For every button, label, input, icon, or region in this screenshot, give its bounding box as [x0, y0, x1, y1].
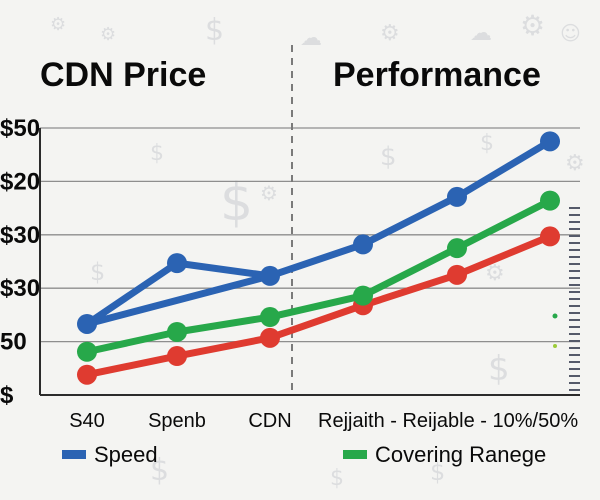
series-lines — [77, 131, 560, 385]
series-line-speed-return — [83, 272, 274, 328]
series-point — [260, 327, 280, 348]
x-tick-label: Rejjaith - Reijable - 10%/50% — [318, 410, 578, 432]
x-tick-label: S40 — [69, 410, 105, 432]
series-point — [540, 226, 560, 247]
background-icon: $ — [330, 466, 344, 491]
series-line-series-2 — [83, 232, 554, 379]
series-point — [77, 313, 97, 334]
y-tick-label: 50 — [0, 329, 27, 356]
background-icon: $ — [220, 173, 253, 233]
background-icon: ⚙ — [50, 14, 66, 35]
series-point — [353, 234, 373, 255]
series-line-series-1 — [83, 197, 554, 356]
series-point — [447, 186, 467, 207]
side-dot — [553, 344, 557, 348]
background-icon: $ — [480, 131, 494, 156]
background-icon: $ — [430, 458, 445, 486]
x-tick-label: CDN — [248, 410, 291, 432]
y-tick-labels: $50 $20 $30 $30 50 $ — [0, 115, 40, 409]
y-tick-label: $ — [0, 382, 14, 409]
series-point — [353, 285, 373, 306]
x-tick-labels: S40 Spenb CDN Rejjaith - Reijable - 10%/50% — [69, 410, 578, 432]
series-point — [167, 253, 187, 274]
x-tick-label: Spenb — [148, 410, 206, 432]
series-point — [260, 307, 280, 328]
background-icon: ⚙ — [520, 9, 545, 42]
legend-swatch-covering-range — [343, 450, 367, 459]
series-point — [77, 341, 97, 362]
side-scale-marks — [552, 207, 580, 391]
series-point — [167, 321, 187, 342]
background-icon: ☁ — [470, 21, 492, 46]
background-icon: $ — [205, 13, 224, 48]
series-point — [540, 131, 560, 152]
y-tick-label: $50 — [0, 115, 40, 142]
side-dot — [552, 313, 558, 319]
legend-label: Speed — [94, 442, 158, 467]
right-title: Performance — [333, 56, 541, 94]
background-icon: $ — [150, 141, 164, 166]
background-icon: ☁ — [300, 26, 322, 51]
background-icon: $ — [380, 142, 397, 172]
background-icon: ⚙ — [565, 151, 585, 176]
legend: Speed Covering Ranege — [62, 442, 546, 467]
background-icon: $ — [150, 453, 169, 488]
background-icon: ⚙ — [260, 181, 278, 205]
background-icon: ☺ — [560, 21, 581, 45]
legend-label: Covering Ranege — [375, 442, 546, 467]
background-icon: ⚙ — [100, 24, 116, 45]
background-icons: $ $ $ $ $ $ $ $ ⚙ ⚙ ⚙ ⚙ ☁ ☁ ☺ ⚙ ⚙ $ $ ⚙ — [50, 9, 585, 491]
left-title: CDN Price — [40, 56, 206, 94]
series-point — [540, 190, 560, 211]
series-point — [447, 264, 467, 285]
series-point — [77, 364, 97, 385]
background-icon: ⚙ — [485, 261, 505, 286]
legend-swatch-speed — [62, 450, 86, 459]
series-point — [447, 238, 467, 259]
series-point — [260, 265, 280, 286]
y-tick-label: $30 — [0, 222, 40, 249]
y-tick-label: $20 — [0, 168, 40, 195]
series-point — [167, 346, 187, 367]
series-line-speed — [83, 137, 554, 328]
y-tick-label: $30 — [0, 275, 40, 302]
background-icon: $ — [488, 349, 510, 389]
background-icon: $ — [90, 258, 105, 286]
background-icon: ⚙ — [380, 21, 400, 46]
